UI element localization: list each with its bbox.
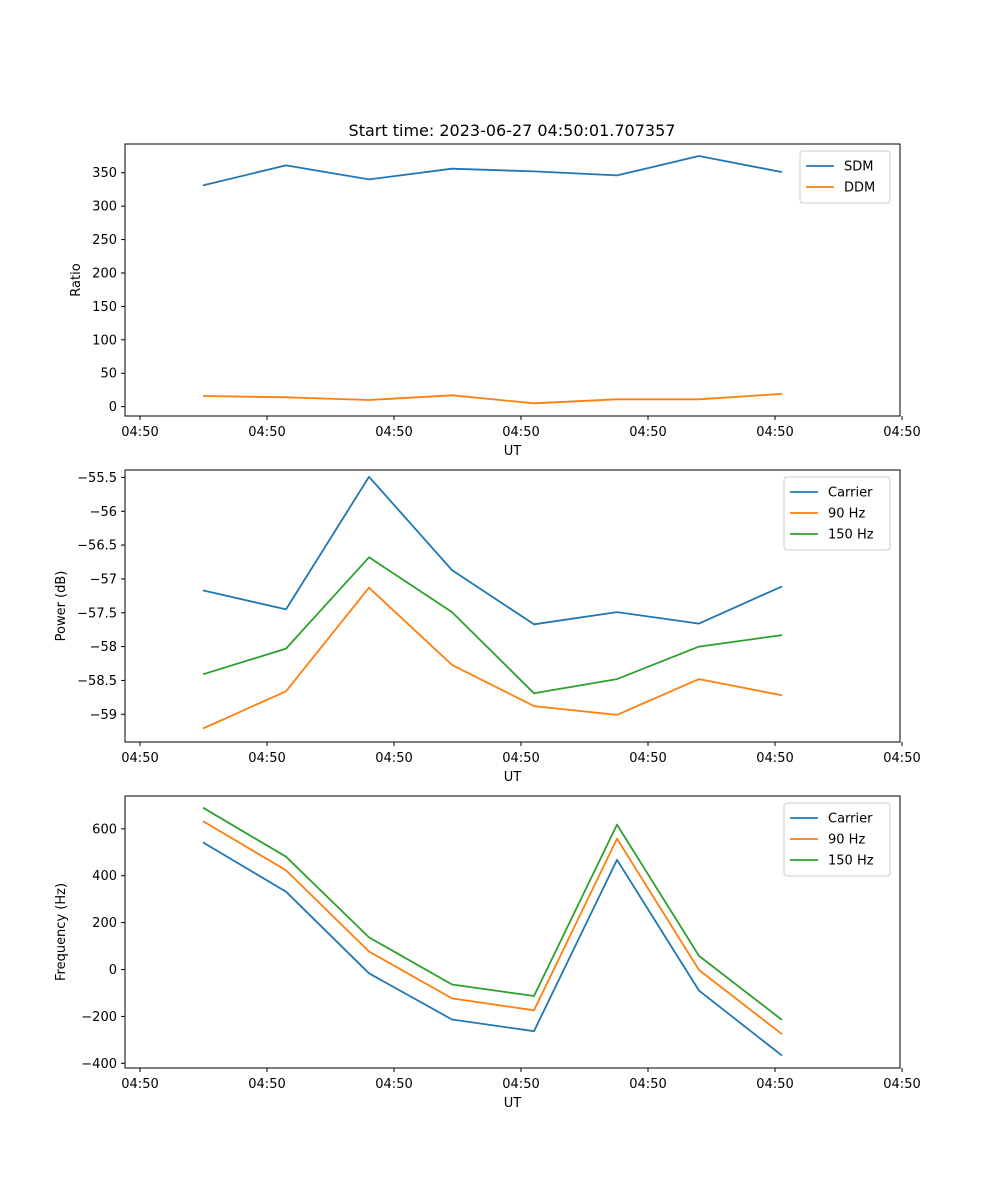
series-line-carrier: [202, 475, 783, 626]
legend-label: 90 Hz: [828, 833, 865, 848]
x-tick-label: 04:50: [375, 751, 412, 766]
y-axis-label: Frequency (Hz): [54, 883, 69, 981]
axes-frame: [124, 795, 901, 1069]
legend-label: Carrier: [828, 486, 873, 501]
x-tick-label: 04:50: [502, 1077, 539, 1092]
y-tick-label: 50: [100, 367, 117, 382]
x-tick-label: 04:50: [629, 751, 666, 766]
series-line-carrier: [202, 841, 783, 1057]
y-tick-label: −58: [90, 640, 117, 655]
y-tick-label: −200: [81, 1010, 117, 1025]
y-tick-label: −59: [90, 708, 117, 723]
legend: Carrier 90 Hz 150 Hz: [783, 802, 891, 877]
x-tick-label: 04:50: [375, 425, 412, 440]
chart-panel-2: 04:50 04:50 04:50 04:50 04:50 04:50 04:50 −59 −5…: [54, 469, 921, 785]
y-tick-label: 0: [109, 400, 117, 415]
y-tick-label: 600: [92, 822, 117, 837]
series-line-sdm: [202, 155, 783, 187]
legend: SDM DDM: [799, 150, 891, 204]
x-axis-label: UT: [504, 444, 522, 459]
x-tick-label: 04:50: [756, 1077, 793, 1092]
y-tick-label: −55.5: [77, 471, 117, 486]
x-tick-label: 04:50: [756, 425, 793, 440]
series-line-150-hz: [202, 556, 783, 695]
axes-frame: [124, 469, 901, 743]
x-tick-label: 04:50: [883, 425, 920, 440]
legend-box: [799, 150, 891, 204]
x-tick-label: 04:50: [756, 751, 793, 766]
series-line-ddm: [202, 393, 783, 405]
legend-label: DDM: [844, 181, 875, 196]
x-tick-label: 04:50: [629, 1077, 666, 1092]
legend-label: Carrier: [828, 812, 873, 827]
y-tick-label: 350: [92, 166, 117, 181]
y-tick-label: 300: [92, 200, 117, 215]
legend-label: SDM: [844, 160, 873, 175]
x-tick-label: 04:50: [121, 1077, 158, 1092]
y-tick-label: 150: [92, 300, 117, 315]
y-axis-label: Ratio: [69, 263, 84, 296]
axes-frame: [124, 143, 901, 417]
legend-label: 150 Hz: [828, 528, 874, 543]
series-line-150-hz: [202, 806, 783, 1021]
x-tick-label: 04:50: [248, 751, 285, 766]
y-tick-label: 100: [92, 333, 117, 348]
legend-label: 150 Hz: [828, 854, 874, 869]
legend-label: 90 Hz: [828, 507, 865, 522]
x-axis-label: UT: [504, 770, 522, 785]
x-tick-label: 04:50: [883, 1077, 920, 1092]
x-tick-label: 04:50: [121, 425, 158, 440]
x-tick-label: 04:50: [375, 1077, 412, 1092]
legend-box: [783, 476, 891, 551]
y-tick-label: 200: [92, 916, 117, 931]
series-line-90-hz: [202, 820, 783, 1035]
x-tick-label: 04:50: [629, 425, 666, 440]
x-tick-label: 04:50: [248, 425, 285, 440]
x-tick-label: 04:50: [502, 751, 539, 766]
y-tick-label: −57.5: [77, 606, 117, 621]
y-tick-label: 200: [92, 266, 117, 281]
y-axis-label: Power (dB): [54, 571, 69, 642]
x-tick-label: 04:50: [883, 751, 920, 766]
chart-panel-1: 04:50 04:50 04:50 04:50 04:50 04:50 04:50 0 50 10…: [69, 143, 921, 459]
x-tick-label: 04:50: [502, 425, 539, 440]
y-tick-label: −57: [90, 572, 117, 587]
x-axis-label: UT: [504, 1096, 522, 1111]
chart-title: Start time: 2023-06-27 04:50:01.707357: [349, 121, 676, 140]
y-tick-label: 0: [109, 963, 117, 978]
y-tick-label: −56: [90, 505, 117, 520]
y-tick-label: −56.5: [77, 539, 117, 554]
y-tick-label: −58.5: [77, 674, 117, 689]
y-tick-label: 250: [92, 233, 117, 248]
chart-panel-3: 04:50 04:50 04:50 04:50 04:50 04:50 04:50 −400 −…: [54, 795, 921, 1111]
x-tick-label: 04:50: [121, 751, 158, 766]
y-tick-label: 400: [92, 869, 117, 884]
y-tick-label: −400: [81, 1057, 117, 1072]
legend-box: [783, 802, 891, 877]
series-line-90-hz: [202, 586, 783, 730]
x-tick-label: 04:50: [248, 1077, 285, 1092]
legend: Carrier 90 Hz 150 Hz: [783, 476, 891, 551]
